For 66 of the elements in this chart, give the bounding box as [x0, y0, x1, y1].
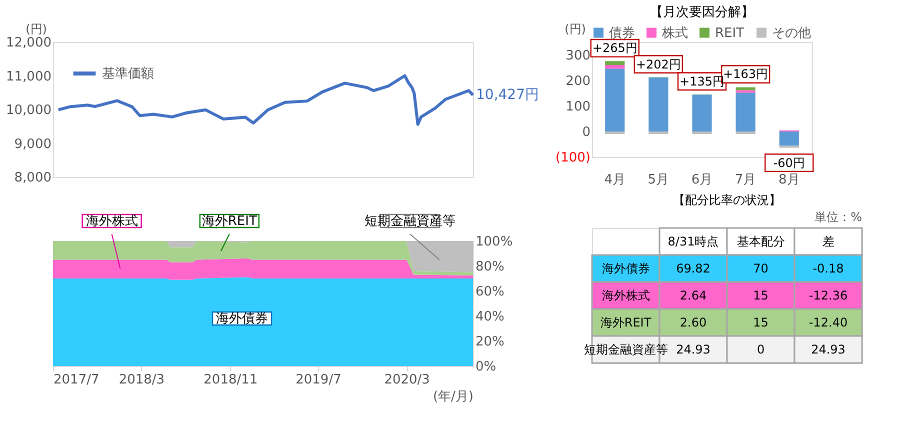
legend-label: 株式: [661, 26, 688, 41]
y-tick-label: 12,000: [6, 36, 52, 50]
total-label: +265円: [592, 41, 638, 56]
y-axis-title: (円): [564, 22, 586, 36]
data-label: 24.93: [676, 342, 710, 356]
text: 海外株式: [86, 214, 138, 229]
category-label: 基本配分: [736, 234, 785, 248]
x-tick-label: 7月: [734, 172, 756, 188]
series-label: 短期金融資産等: [364, 213, 456, 229]
data-label: -0.18: [812, 262, 844, 276]
category-label: 8/31時点: [668, 234, 719, 248]
text: 【配分比率の状況】: [673, 193, 781, 207]
y-tick-label: 100: [566, 99, 590, 114]
total-label: -60円: [773, 156, 805, 170]
y-tick-label: 8,000: [14, 170, 52, 186]
x-tick-label: 2017/7: [54, 372, 100, 388]
total-label: +163円: [723, 67, 768, 82]
y-tick-label: 9,000: [14, 136, 52, 152]
series-label: 海外REIT: [600, 316, 652, 330]
x-tick-label: 2018/11: [204, 372, 258, 388]
legend-label: その他: [772, 26, 811, 41]
legend-label: REIT: [715, 26, 744, 41]
series-label: 海外株式: [602, 288, 650, 302]
series-label: 海外債券: [216, 312, 268, 326]
data-label: 2.60: [680, 316, 707, 330]
data-label: 70: [753, 262, 768, 276]
data-label: -12.36: [808, 288, 848, 302]
x-tick-label: 6月: [691, 172, 713, 188]
y-tick-label: 80%: [476, 260, 504, 274]
data-label: 15: [753, 288, 768, 302]
legend-label: 債券: [609, 26, 635, 41]
text: 単位：%: [814, 210, 862, 224]
series-label: 海外債券: [602, 262, 650, 276]
x-tick-label: 2018/3: [118, 372, 165, 388]
x-tick-label: 2019/7: [296, 372, 342, 388]
total-label: +202円: [636, 57, 681, 72]
data-label: 2.64: [680, 288, 707, 302]
data-label: -12.40: [808, 316, 848, 330]
x-tick-label: 8月: [778, 172, 800, 188]
data-label: 10,427円: [476, 87, 539, 104]
data-label: 15: [753, 316, 768, 330]
x-axis-title: (年/月): [432, 390, 474, 404]
legend-label: 基準価額: [102, 66, 154, 82]
x-tick-label: 5月: [648, 172, 670, 188]
y-tick-label: 300: [566, 48, 590, 64]
y-tick-label: 60%: [476, 284, 504, 300]
chart-title: 【月次要因分解】: [650, 5, 754, 20]
data-label: 69.82: [676, 262, 710, 276]
series-label: 海外REIT: [202, 214, 257, 229]
series-label: 短期金融資産等: [584, 342, 668, 356]
y-tick-label: 200: [566, 74, 590, 89]
y-tick-label: 40%: [476, 310, 504, 324]
x-tick-label: 2020/3: [384, 372, 430, 388]
total-label: +135円: [680, 74, 724, 88]
category-label: 差: [822, 234, 834, 248]
y-tick-label: 100%: [476, 234, 513, 250]
data-label: 24.93: [811, 342, 846, 356]
y-tick-label: 0%: [476, 360, 496, 374]
y-tick-label: 10,000: [6, 103, 52, 118]
y-tick-label: (100): [556, 150, 590, 166]
y-axis-title: (円): [26, 22, 47, 36]
x-tick-label: 4月: [604, 172, 626, 188]
y-tick-label: 0: [582, 124, 590, 140]
y-tick-label: 11,000: [6, 69, 52, 84]
y-tick-label: 20%: [476, 334, 504, 350]
data-label: 0: [756, 342, 765, 356]
